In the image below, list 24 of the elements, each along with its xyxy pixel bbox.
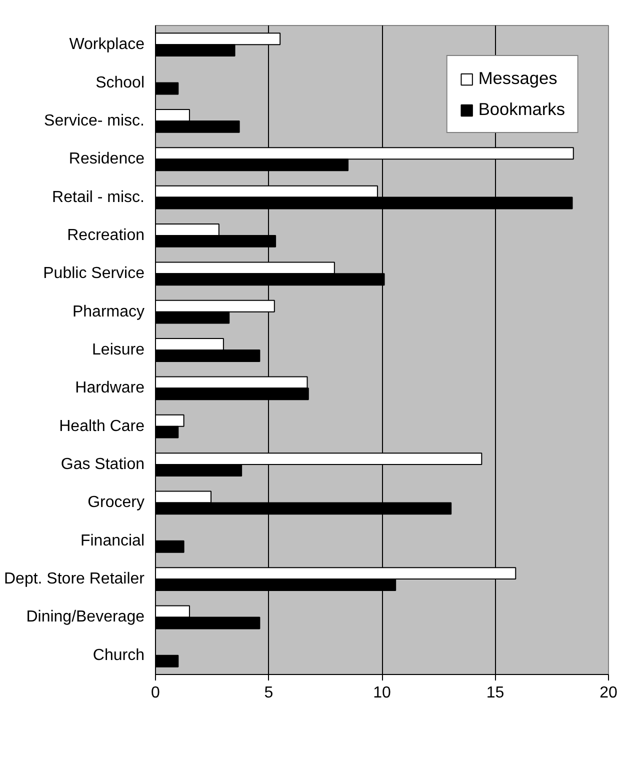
y-tick-label: Service- misc. <box>44 112 144 130</box>
x-tick-label: 10 <box>373 684 391 702</box>
y-tick-label: Gas Station <box>60 456 145 474</box>
x-tick-label: 20 <box>600 684 618 702</box>
y-tick-label: Leisure <box>92 342 145 358</box>
x-tick-label: 0 <box>151 684 160 702</box>
y-tick-label: Health Care <box>59 418 145 435</box>
y-tick-label: Church <box>92 646 144 664</box>
legend-label: Bookmarks <box>478 99 565 120</box>
y-tick-label: Grocery <box>88 494 145 512</box>
x-tick-label: 5 <box>264 684 274 702</box>
y-tick-label: Hardware <box>75 380 145 397</box>
legend-label: Messages <box>478 68 558 89</box>
y-tick-label: Recreation <box>67 226 144 244</box>
y-tick-label: Dept. Store Retailer <box>4 570 146 588</box>
y-tick-label: Residence <box>68 150 145 168</box>
y-tick-label: Public Service <box>43 265 145 282</box>
y-tick-label: Financial <box>80 532 144 550</box>
y-tick-label: Retail - misc. <box>52 188 144 206</box>
y-tick-label: Dining/Beverage <box>26 608 145 626</box>
y-tick-label: Workplace <box>69 36 145 54</box>
y-tick-label: School <box>96 74 144 92</box>
x-tick-label: 15 <box>486 684 504 702</box>
y-tick-label: Pharmacy <box>72 303 145 320</box>
